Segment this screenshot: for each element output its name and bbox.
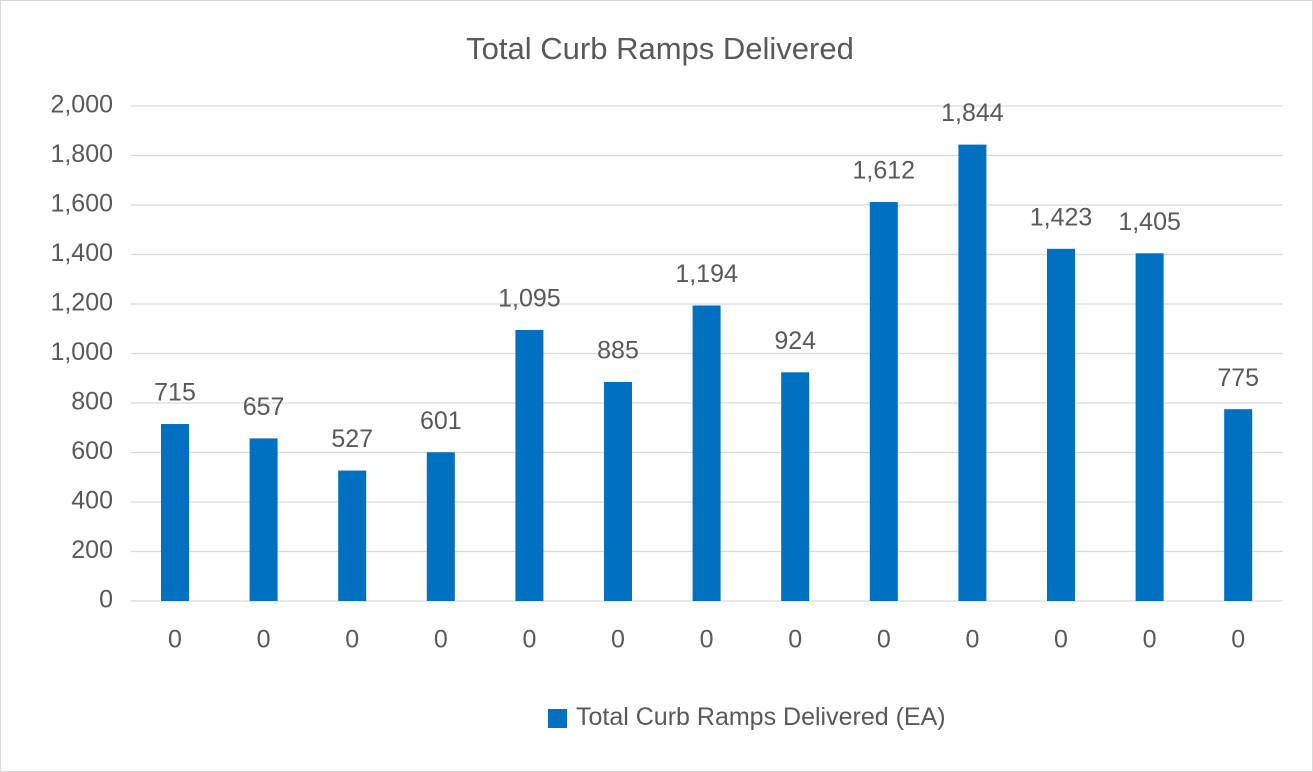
y-tick-label: 1,400	[50, 239, 113, 267]
bar	[692, 305, 721, 601]
bar	[1135, 253, 1164, 601]
bar	[1224, 409, 1253, 601]
y-tick-label: 2,000	[50, 91, 113, 119]
data-label: 1,612	[853, 157, 916, 185]
data-label: 885	[597, 337, 639, 365]
bar	[338, 470, 367, 601]
legend-label: Total Curb Ramps Delivered (EA)	[576, 703, 946, 731]
data-label: 1,095	[498, 285, 561, 313]
x-tick-label: 0	[522, 626, 536, 654]
y-tick-label: 600	[71, 437, 113, 465]
x-tick-label: 0	[1143, 626, 1157, 654]
data-label: 1,844	[941, 99, 1004, 127]
x-tick-label: 0	[700, 626, 714, 654]
data-label: 1,423	[1030, 203, 1093, 231]
y-tick-label: 1,800	[50, 140, 113, 168]
y-tick-label: 0	[99, 586, 113, 614]
x-tick-label: 0	[965, 626, 979, 654]
x-tick-label: 0	[877, 626, 891, 654]
data-label: 715	[154, 379, 196, 407]
legend-item: Total Curb Ramps Delivered (EA)	[576, 703, 946, 731]
bar	[781, 372, 810, 601]
x-tick-label: 0	[1231, 626, 1245, 654]
bar	[249, 438, 278, 601]
data-label: 1,194	[675, 260, 738, 288]
legend-swatch	[548, 709, 567, 728]
x-tick-label: 0	[345, 626, 359, 654]
x-tick-label: 0	[788, 626, 802, 654]
x-tick-label: 0	[1054, 626, 1068, 654]
chart-title: Total Curb Ramps Delivered	[466, 31, 854, 66]
x-tick-label: 0	[611, 626, 625, 654]
data-label: 924	[774, 327, 816, 355]
bar	[958, 144, 987, 602]
y-tick-label: 1,600	[50, 190, 113, 218]
x-tick-label: 0	[168, 626, 182, 654]
data-label: 657	[243, 393, 285, 421]
bar	[604, 381, 632, 601]
bar	[869, 202, 898, 601]
y-tick-label: 800	[71, 388, 113, 416]
data-label: 527	[331, 425, 373, 453]
data-label: 775	[1217, 364, 1259, 392]
bar	[161, 424, 189, 601]
y-tick-label: 400	[71, 487, 113, 515]
y-tick-label: 1,000	[50, 338, 113, 366]
bar	[1047, 248, 1075, 601]
y-tick-label: 1,200	[50, 289, 113, 317]
x-tick-label: 0	[434, 626, 448, 654]
data-label: 1,405	[1118, 208, 1181, 236]
bar	[515, 329, 544, 601]
x-tick-label: 0	[257, 626, 271, 654]
y-tick-label: 200	[71, 536, 113, 564]
data-label: 601	[420, 407, 462, 435]
bar	[426, 452, 455, 601]
